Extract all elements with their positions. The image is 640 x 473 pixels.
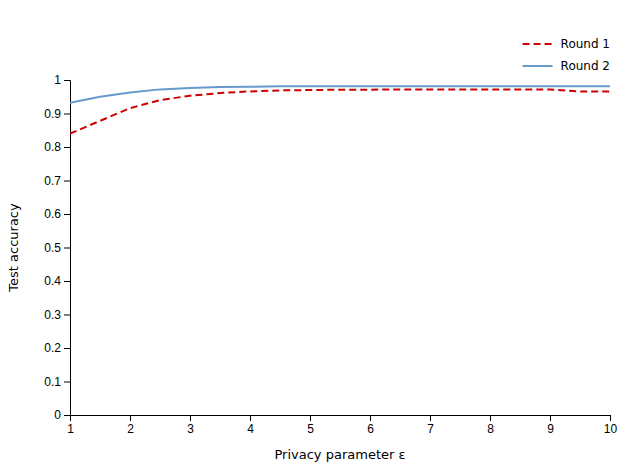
tick-label: 9 [547, 422, 554, 436]
tick-label: 6 [367, 422, 374, 436]
legend-item: Round 2 [523, 59, 610, 73]
legend-item: Round 1 [523, 37, 610, 51]
legend-label: Round 2 [561, 59, 610, 73]
tick-label: 0.7 [44, 174, 61, 188]
tick: 4 [247, 415, 254, 436]
tick-mark [310, 415, 311, 421]
tick: 1 [54, 73, 70, 87]
tick-mark [64, 415, 70, 416]
tick: 0.9 [44, 107, 70, 121]
tick-label: 8 [487, 422, 494, 436]
tick-label: 7 [427, 422, 434, 436]
tick-mark [64, 214, 70, 215]
tick: 0.1 [44, 375, 70, 389]
tick: 0.4 [44, 274, 70, 288]
series-line [70, 86, 610, 102]
tick-label: 1 [67, 422, 74, 436]
tick-label: 0.5 [44, 241, 61, 255]
tick-label: 4 [247, 422, 254, 436]
tick: 10 [604, 415, 618, 436]
tick-label: 0.3 [44, 308, 61, 322]
y-axis: 0 0.1 0.2 0.3 0.4 0.5 0.6 0.7 0.8 0.9 1 [44, 73, 70, 422]
lines [70, 86, 610, 133]
tick-label: 0.6 [44, 207, 61, 221]
tick: 0.2 [44, 341, 70, 355]
tick-mark [64, 248, 70, 249]
legend: Round 1 Round 2 [523, 37, 610, 73]
tick: 9 [547, 415, 554, 436]
series-line [70, 89, 610, 133]
tick-label: 0 [54, 408, 61, 422]
tick-mark [130, 415, 131, 421]
tick-mark [370, 415, 371, 421]
tick-label: 1 [54, 73, 61, 87]
axis-line [71, 416, 611, 422]
tick-label: 3 [187, 422, 194, 436]
tick-mark [64, 181, 70, 182]
tick: 0.3 [44, 308, 70, 322]
tick-mark [64, 80, 70, 81]
plot-area: 1 2 3 4 5 6 7 8 9 10 0 0.1 0.2 0.3 0.4 0.5 0.6 0.7 0.8 0.9 1 [44, 73, 617, 435]
legend-label: Round 1 [561, 37, 610, 51]
legend-swatch [523, 65, 553, 67]
legend-swatch [523, 43, 553, 45]
tick: 7 [427, 415, 434, 436]
tick-mark [64, 348, 70, 349]
tick: 0 [54, 408, 70, 422]
tick-label: 10 [604, 422, 618, 436]
chart: 1234567891000.10.20.30.40.50.60.70.80.91… [0, 0, 640, 473]
tick-label: 0.9 [44, 107, 61, 121]
tick-mark [64, 147, 70, 148]
tick-label: 0.8 [44, 140, 61, 154]
tick-mark [550, 415, 551, 421]
tick-mark [64, 281, 70, 282]
tick: 5 [307, 415, 314, 436]
axis-line [64, 81, 71, 416]
tick: 2 [127, 415, 134, 436]
tick: 3 [187, 415, 194, 436]
tick-mark [610, 415, 611, 421]
tick-label: 2 [127, 422, 134, 436]
x-axis: 1 2 3 4 5 6 7 8 9 10 [67, 415, 617, 436]
tick: 0.5 [44, 241, 70, 255]
tick-label: 0.2 [44, 341, 61, 355]
tick: 1 [67, 415, 74, 436]
tick-mark [64, 382, 70, 383]
tick-label: 0.4 [44, 274, 61, 288]
tick: 6 [367, 415, 374, 436]
tick-mark [64, 114, 70, 115]
tick-mark [490, 415, 491, 421]
tick-mark [250, 415, 251, 421]
tick-label: 0.1 [44, 375, 61, 389]
tick: 0.6 [44, 207, 70, 221]
tick: 0.8 [44, 140, 70, 154]
tick-mark [64, 315, 70, 316]
tick-label: 5 [307, 422, 314, 436]
tick: 0.7 [44, 174, 70, 188]
tick: 8 [487, 415, 494, 436]
y-axis-title: Test accuracy [6, 203, 21, 293]
tick-mark [430, 415, 431, 421]
x-axis-title: Privacy parameter ε [275, 447, 406, 462]
tick-mark [190, 415, 191, 421]
